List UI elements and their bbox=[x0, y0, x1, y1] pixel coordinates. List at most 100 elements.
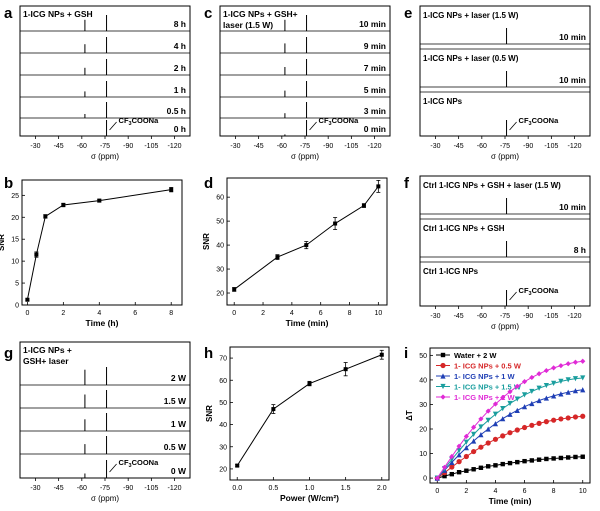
data-point bbox=[507, 411, 513, 417]
data-point bbox=[543, 367, 549, 374]
trace-label: 10 min bbox=[559, 32, 586, 42]
x-tick-label: 4 bbox=[494, 488, 498, 495]
data-point bbox=[536, 420, 542, 426]
y-tick-label: 30 bbox=[419, 402, 427, 409]
data-point bbox=[493, 463, 498, 468]
x-tick-label: -105 bbox=[544, 143, 558, 150]
trace-label: 1 W bbox=[171, 419, 187, 429]
trace-label: 0 min bbox=[364, 124, 386, 134]
y-axis-label: SNR bbox=[205, 405, 214, 422]
data-point bbox=[515, 459, 520, 465]
data-point bbox=[471, 438, 477, 444]
data-point bbox=[580, 413, 586, 419]
data-point bbox=[478, 416, 484, 422]
data-point bbox=[485, 408, 491, 414]
x-tick-label: 0 bbox=[25, 310, 29, 317]
data-point bbox=[521, 379, 528, 385]
x-tick-label: -90 bbox=[523, 313, 533, 320]
data-point bbox=[478, 465, 484, 470]
y-axis-label: ΔT bbox=[405, 410, 414, 421]
data-point bbox=[440, 383, 446, 390]
annotation-rest: COONa bbox=[532, 286, 560, 295]
x-tick-label: 6 bbox=[319, 310, 323, 317]
trace-top-label: Ctrl 1-ICG NPs bbox=[423, 267, 479, 276]
data-point bbox=[543, 382, 549, 389]
y-tick-label: 5 bbox=[15, 281, 19, 288]
annotation-sub: 3 bbox=[129, 121, 132, 127]
plot-frame bbox=[226, 177, 388, 306]
data-point bbox=[449, 453, 455, 460]
data-point bbox=[97, 198, 102, 203]
panel-i: i 0 2 4 6 8 10 0 10 20 30 40 50 Time (min) ΔT Water + 2… bbox=[404, 345, 591, 506]
data-point bbox=[500, 433, 506, 439]
trace-label: 0 h bbox=[174, 124, 186, 134]
data-point bbox=[343, 367, 348, 372]
data-point bbox=[500, 416, 506, 422]
x-tick-label: -75 bbox=[500, 313, 510, 320]
data-point bbox=[580, 375, 586, 381]
x-tick-label: 2 bbox=[61, 310, 65, 317]
x-axis-label: Time (h) bbox=[86, 318, 119, 328]
x-tick-label: -60 bbox=[477, 313, 487, 320]
y-tick-label: 60 bbox=[219, 378, 227, 385]
data-point bbox=[463, 439, 469, 445]
x-tick-label: -30 bbox=[430, 143, 440, 150]
data-point bbox=[471, 431, 477, 437]
x-axis-label: Time (min) bbox=[286, 318, 329, 328]
y-tick-label: 40 bbox=[216, 243, 224, 250]
data-point bbox=[440, 394, 446, 400]
panel-header-c: 1-ICG NPs + GSH+ bbox=[223, 9, 298, 19]
data-point bbox=[500, 406, 506, 412]
annotation-cf3coona: CF3COONa bbox=[319, 116, 360, 127]
x-tick-label: 10 bbox=[579, 488, 587, 495]
data-point bbox=[536, 457, 542, 462]
data-point bbox=[485, 417, 491, 424]
x-tick-label: -60 bbox=[77, 485, 87, 492]
data-point bbox=[572, 359, 579, 365]
data-point bbox=[478, 424, 484, 430]
data-point bbox=[485, 440, 491, 446]
x-tick-label: -90 bbox=[323, 143, 333, 150]
data-point bbox=[551, 380, 557, 386]
data-point bbox=[558, 378, 564, 384]
annotation-rest: COONa bbox=[132, 458, 160, 467]
data-point bbox=[464, 468, 469, 473]
data-point bbox=[485, 464, 491, 469]
data-point bbox=[514, 427, 520, 433]
y-tick-label: 50 bbox=[216, 219, 224, 226]
x-tick-label: -75 bbox=[300, 143, 310, 150]
data-point bbox=[572, 414, 579, 420]
panel-header-g: GSH+ laser bbox=[23, 356, 69, 366]
y-tick-label: 0 bbox=[423, 476, 427, 483]
data-point bbox=[333, 221, 338, 226]
data-point bbox=[551, 365, 557, 371]
x-axis-label: σ (ppm) bbox=[491, 152, 519, 161]
data-point bbox=[235, 463, 240, 468]
trace-label: 4 h bbox=[174, 41, 186, 51]
data-point bbox=[514, 383, 520, 389]
y-tick-label: 15 bbox=[11, 237, 19, 244]
data-point bbox=[521, 404, 528, 410]
trace-label: 7 min bbox=[364, 63, 386, 73]
data-point bbox=[529, 400, 535, 407]
trace-label: 8 h bbox=[574, 245, 586, 255]
x-tick-label: -90 bbox=[523, 143, 533, 150]
annotation-text: CF bbox=[519, 286, 529, 295]
x-tick-label: -60 bbox=[477, 143, 487, 150]
x-tick-label: -120 bbox=[368, 143, 382, 150]
plot-frame bbox=[419, 5, 591, 137]
legend-entry: Water + 2 W bbox=[454, 351, 497, 360]
x-tick-label: 8 bbox=[169, 310, 173, 317]
x-axis-label: σ (ppm) bbox=[491, 322, 519, 331]
data-point bbox=[521, 424, 528, 431]
x-tick-label: 2.0 bbox=[377, 485, 387, 492]
data-point bbox=[463, 453, 469, 460]
panel-header-a: 1-ICG NPs + GSH bbox=[23, 9, 93, 19]
data-point bbox=[449, 464, 455, 470]
annotation-arrow bbox=[109, 463, 117, 473]
y-axis-label: SNR bbox=[0, 234, 6, 251]
x-tick-label: -45 bbox=[454, 313, 464, 320]
panel-label-g: g bbox=[4, 345, 13, 362]
annotation-text: CF bbox=[519, 116, 529, 125]
y-tick-label: 30 bbox=[219, 444, 227, 451]
